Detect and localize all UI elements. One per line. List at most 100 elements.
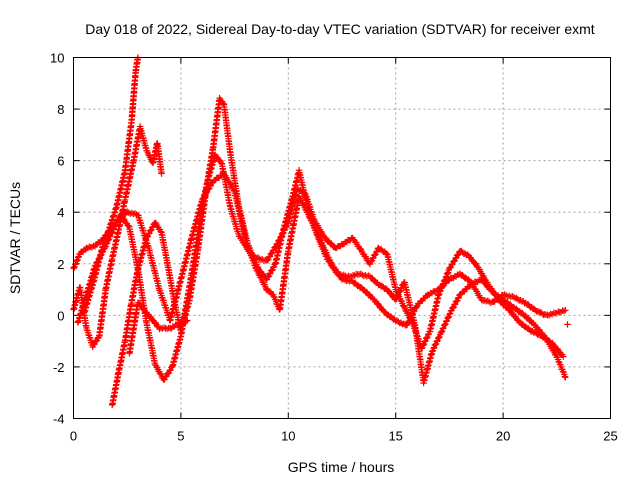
data-point xyxy=(423,334,430,341)
data-point xyxy=(408,312,415,319)
data-point xyxy=(84,245,92,252)
series-isolated xyxy=(564,321,571,328)
data-point xyxy=(397,285,405,292)
data-point xyxy=(111,222,118,230)
data-point xyxy=(406,315,414,322)
series-track-4 xyxy=(108,94,569,409)
data-point xyxy=(316,236,324,244)
data-point xyxy=(163,325,171,333)
data-point xyxy=(444,315,451,322)
data-point xyxy=(404,319,412,326)
data-point xyxy=(393,295,400,302)
data-point xyxy=(446,311,453,318)
data-point xyxy=(98,249,106,256)
data-point xyxy=(108,229,115,236)
data-point xyxy=(430,345,437,352)
data-point xyxy=(396,288,403,295)
data-point xyxy=(429,348,436,355)
data-point xyxy=(105,236,112,244)
data-point xyxy=(104,237,111,244)
data-point xyxy=(408,311,416,318)
data-point xyxy=(437,329,445,336)
y-tick-label: 0 xyxy=(57,308,64,323)
data-point xyxy=(421,338,428,345)
data-point xyxy=(441,321,449,328)
data-point xyxy=(259,256,266,263)
data-point xyxy=(435,334,443,341)
data-point xyxy=(103,240,110,248)
data-point xyxy=(93,259,101,266)
data-point xyxy=(256,255,263,262)
data-point xyxy=(564,321,571,328)
chart-title: Day 018 of 2022, Sidereal Day-to-day VTE… xyxy=(85,21,594,37)
y-tick-label: 4 xyxy=(57,205,64,220)
data-point xyxy=(444,314,452,321)
data-point xyxy=(95,255,102,263)
data-point xyxy=(419,342,426,349)
data-point xyxy=(125,222,132,229)
y-tick-label: 8 xyxy=(57,102,64,117)
data-point xyxy=(403,322,410,329)
data-point xyxy=(434,335,442,342)
data-point xyxy=(395,289,403,296)
y-axis-label: SDTVAR / TECUs xyxy=(7,182,23,294)
data-point xyxy=(97,252,104,259)
data-point xyxy=(413,303,420,311)
data-point xyxy=(93,259,100,267)
data-point xyxy=(157,228,164,235)
x-tick-label: 25 xyxy=(603,429,617,444)
data-point xyxy=(561,373,568,380)
data-point xyxy=(553,309,560,317)
data-point xyxy=(548,311,556,318)
data-point xyxy=(440,322,448,329)
data-point xyxy=(88,244,96,251)
data-points xyxy=(70,54,571,409)
data-point xyxy=(562,307,569,314)
x-tick-label: 20 xyxy=(496,429,510,444)
y-tick-label: -2 xyxy=(53,360,65,375)
y-tick-label: 6 xyxy=(57,154,64,169)
data-point xyxy=(158,170,165,177)
x-tick-label: 10 xyxy=(281,429,295,444)
data-point xyxy=(557,308,565,316)
y-tick-label: -4 xyxy=(53,412,65,427)
y-tick-label: 2 xyxy=(57,257,64,272)
x-tick-label: 0 xyxy=(70,429,77,444)
x-tick-label: 15 xyxy=(388,429,402,444)
data-point xyxy=(562,374,569,381)
y-tick-label: 10 xyxy=(50,51,64,66)
data-point xyxy=(109,226,117,233)
data-point xyxy=(432,341,439,348)
data-point xyxy=(184,317,191,324)
data-point xyxy=(422,335,430,342)
data-point xyxy=(182,318,190,325)
data-point xyxy=(560,307,568,315)
data-point xyxy=(405,318,412,325)
data-point xyxy=(439,325,447,332)
data-point xyxy=(438,328,445,336)
x-axis-label: GPS time / hours xyxy=(288,459,395,475)
data-point xyxy=(400,302,407,310)
data-point xyxy=(107,230,115,237)
series-track-6 xyxy=(126,299,191,357)
data-point xyxy=(420,341,427,348)
data-point xyxy=(106,233,113,240)
x-tick-label: 5 xyxy=(177,429,184,444)
data-point xyxy=(433,338,441,345)
data-point xyxy=(410,308,417,315)
data-point xyxy=(394,292,401,299)
data-point xyxy=(91,262,99,270)
series-track-5 xyxy=(74,170,569,329)
axis-ticks: 0 5 10 15 20 25 -4 -2 0 2 4 6 8 10 xyxy=(50,51,618,444)
data-point xyxy=(442,318,450,325)
data-point xyxy=(392,295,399,303)
data-point xyxy=(357,245,364,253)
grid xyxy=(73,57,611,419)
data-point xyxy=(431,342,439,349)
data-point xyxy=(96,252,104,260)
data-point xyxy=(111,222,119,229)
data-point xyxy=(351,272,358,279)
data-point xyxy=(560,353,567,360)
data-point xyxy=(101,244,109,252)
